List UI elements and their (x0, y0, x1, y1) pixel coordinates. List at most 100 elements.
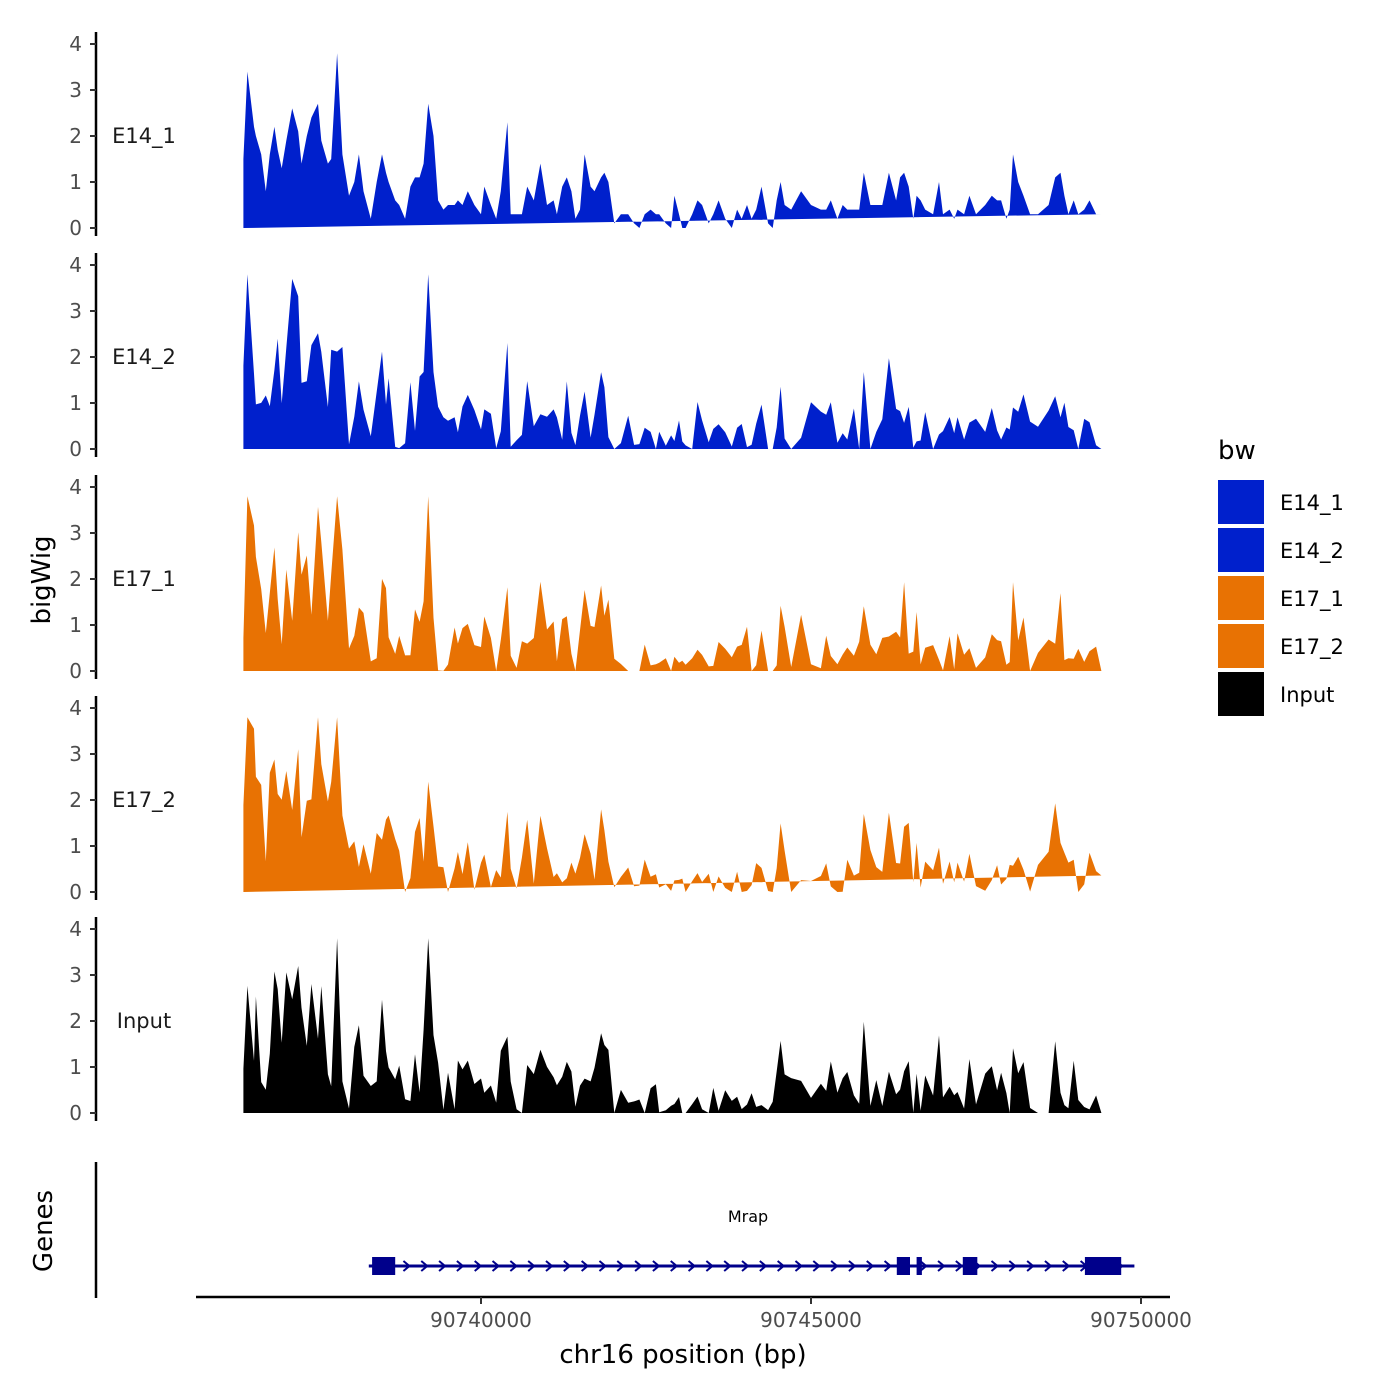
gene-strand-arrow (652, 1260, 661, 1272)
gene-strand-arrow (527, 1260, 536, 1272)
legend-label: E17_1 (1280, 587, 1344, 612)
gene-model: Mrap (368, 1207, 1135, 1275)
gene-strand-arrow (634, 1260, 643, 1272)
y-tick-label: 3 (69, 299, 82, 323)
x-tick-label: 90745000 (760, 1308, 862, 1332)
gene-strand-arrow (955, 1260, 964, 1272)
legend: bw E14_1 E14_2 E17_1 E17_2 Input (1218, 436, 1344, 716)
gene-strand-arrow (438, 1260, 447, 1272)
gene-strand-arrow (670, 1260, 679, 1272)
gene-exon (916, 1257, 922, 1275)
y-tick-label: 4 (69, 917, 82, 941)
gene-strand-arrow (563, 1260, 572, 1272)
track-label: Input (117, 1009, 171, 1033)
y-tick-label: 2 (69, 567, 82, 591)
legend-label: E17_2 (1280, 635, 1344, 660)
y-axis-title: bigWig (27, 535, 57, 624)
gene-strand-arrow (1026, 1260, 1035, 1272)
y-tick-label: 2 (69, 345, 82, 369)
gene-strand-arrow (812, 1260, 821, 1272)
y-tick-label: 4 (69, 696, 82, 720)
gene-exon (962, 1257, 978, 1275)
signal-area-e17_2 (243, 717, 1102, 892)
track-label: E17_2 (112, 788, 176, 813)
signal-area-input (243, 938, 1102, 1113)
legend-swatch (1218, 480, 1264, 524)
track-panel-e14_1: 0 1 2 3 4 E14_1 (69, 32, 1102, 240)
y-tick-label: 2 (69, 124, 82, 148)
y-tick-label: 2 (69, 1009, 82, 1033)
legend-swatch (1218, 624, 1264, 668)
y-tick-label: 3 (69, 78, 82, 102)
gene-strand-arrow (990, 1260, 1000, 1272)
x-axis: 90740000 90745000 90750000 chr16 position … (196, 1295, 1192, 1370)
y-tick-label: 3 (69, 963, 82, 987)
gene-strand-arrow (420, 1260, 429, 1272)
gene-label: Mrap (728, 1207, 768, 1226)
y-tick-label: 0 (69, 659, 82, 683)
gene-strand-arrow (402, 1260, 411, 1272)
gene-strand-arrow (1008, 1260, 1017, 1272)
x-ticks: 90740000 90745000 90750000 (430, 1297, 1192, 1332)
gene-strand-arrow (456, 1260, 465, 1272)
y-tick-label: 1 (69, 613, 82, 637)
legend-label: Input (1280, 683, 1334, 707)
legend-entries: E14_1 E14_2 E17_1 E17_2 Input (1218, 480, 1344, 716)
gene-strand-arrow (848, 1260, 857, 1272)
y-tick-label: 4 (69, 475, 82, 499)
signal-area-e17_1 (243, 496, 1102, 671)
gene-strand-arrow (491, 1260, 501, 1272)
track-panel-e14_2: 0 1 2 3 4 E14_2 (69, 253, 1102, 461)
gene-strand-arrow (687, 1260, 697, 1272)
legend-label: E14_2 (1280, 539, 1344, 564)
gene-strand-arrow (883, 1260, 893, 1272)
y-tick-label: 1 (69, 1055, 82, 1079)
y-tick-label: 0 (69, 1101, 82, 1125)
legend-swatch (1218, 528, 1264, 572)
track-label: E17_1 (112, 567, 176, 592)
signal-area-e14_2 (243, 274, 1102, 449)
gene-strand-arrow (830, 1260, 839, 1272)
y-tick-label: 0 (69, 437, 82, 461)
y-tick-label: 3 (69, 742, 82, 766)
track-panel-input: 0 1 2 3 4 Input (69, 917, 1102, 1125)
legend-swatch (1218, 672, 1264, 716)
y-tick-label: 4 (69, 32, 82, 56)
gene-strand-arrow (794, 1260, 804, 1272)
gene-exon (896, 1257, 910, 1275)
gene-exon (372, 1257, 396, 1275)
gene-strand-arrow (759, 1260, 768, 1272)
track-label: E14_1 (112, 124, 176, 149)
genes-axis-title: Genes (29, 1190, 59, 1272)
legend-swatch (1218, 576, 1264, 620)
y-tick-label: 4 (69, 253, 82, 277)
gene-strand-arrow (1044, 1260, 1053, 1272)
y-tick-label: 2 (69, 788, 82, 812)
gene-strand-arrow (474, 1260, 483, 1272)
y-tick-label: 0 (69, 216, 82, 240)
gene-strand-arrow (580, 1260, 590, 1272)
gene-strand-arrow (705, 1260, 714, 1272)
gene-strand-arrow (509, 1260, 518, 1272)
y-tick-label: 3 (69, 521, 82, 545)
gene-strand-arrow (741, 1260, 750, 1272)
y-tick-label: 0 (69, 880, 82, 904)
track-panels: 0 1 2 3 4 E14_1 0 1 2 3 4 E14_2 0 1 2 3 4 E17_1 0 1 2 3 4 E17_2… (69, 32, 1102, 1125)
x-tick-label: 90750000 (1090, 1308, 1192, 1332)
genes-panel: Genes Mrap (29, 1162, 1135, 1298)
gene-strand-arrow (866, 1260, 875, 1272)
gene-strand-arrow (1062, 1260, 1071, 1272)
gene-strand-arrow (616, 1260, 625, 1272)
gene-strand-arrow (937, 1260, 946, 1272)
track-panel-e17_2: 0 1 2 3 4 E17_2 (69, 696, 1102, 904)
gene-strand-arrow (723, 1260, 732, 1272)
signal-area-e14_1 (243, 53, 1102, 229)
gene-strand-arrow (545, 1260, 554, 1272)
gene-strand-arrow (598, 1260, 608, 1272)
track-panel-e17_1: 0 1 2 3 4 E17_1 (69, 475, 1102, 683)
gene-exon (1084, 1257, 1122, 1275)
y-tick-label: 1 (69, 834, 82, 858)
legend-label: E14_1 (1280, 491, 1344, 516)
legend-title: bw (1218, 436, 1256, 466)
